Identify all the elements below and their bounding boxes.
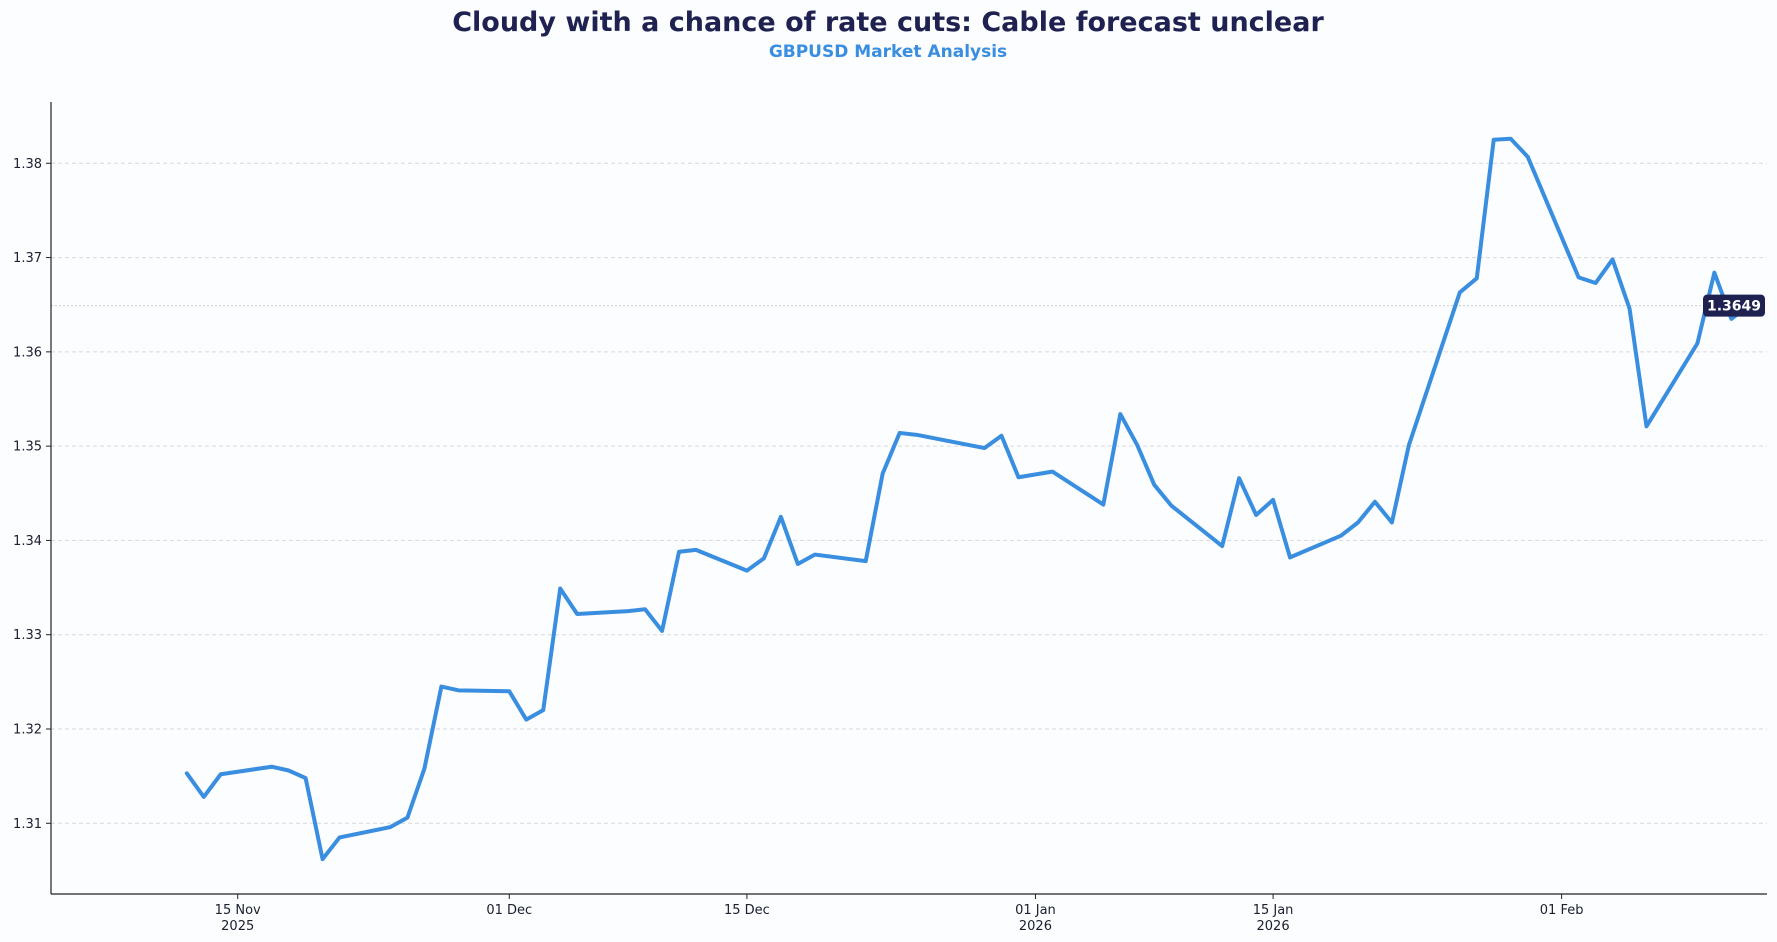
x-tick-label: 01 Dec — [486, 903, 532, 918]
last-value-badge-text: 1.3649 — [1707, 299, 1761, 315]
x-tick-label: 01 Feb — [1540, 903, 1584, 918]
y-tick-label: 1.38 — [13, 157, 42, 172]
y-tick-label: 1.37 — [13, 251, 42, 266]
y-axis-ticks: 1.31 1.32 1.33 1.34 1.35 1.36 1.37 1.38 — [13, 157, 51, 832]
y-tick-label: 1.35 — [13, 440, 42, 455]
y-tick-label: 1.34 — [13, 534, 42, 549]
x-tick-year-label: 2025 — [221, 919, 254, 934]
x-tick-label: 15 Nov — [215, 903, 261, 918]
chart-subtitle: GBPUSD Market Analysis — [769, 42, 1007, 62]
last-value-badge — [1703, 294, 1765, 317]
chart-title: Cloudy with a chance of rate cuts: Cable… — [452, 7, 1324, 38]
y-tick-label: 1.32 — [13, 723, 42, 738]
x-tick-year-label: 2026 — [1257, 919, 1290, 934]
x-tick-year-label: 2026 — [1019, 919, 1052, 934]
series-layer — [184, 136, 1751, 862]
last-value-badge-group: 1.3649 — [1703, 294, 1765, 317]
y-tick-label: 1.31 — [13, 817, 42, 832]
y-tick-label: 1.36 — [13, 345, 42, 360]
axes — [50, 102, 1767, 895]
x-tick-label: 15 Dec — [724, 903, 770, 918]
series-line-gbpusd — [184, 136, 1751, 862]
gridlines — [51, 162, 1767, 824]
x-tick-label: 01 Jan — [1015, 903, 1056, 918]
y-tick-label: 1.33 — [13, 628, 42, 643]
x-tick-label: 15 Jan — [1253, 903, 1294, 918]
